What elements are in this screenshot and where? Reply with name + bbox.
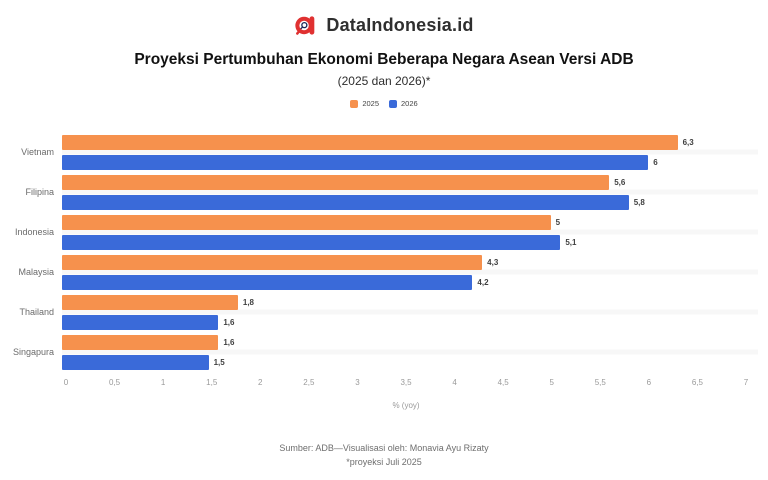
bar-thailand-2026[interactable]: [62, 314, 219, 330]
x-tick-label: 1: [160, 378, 166, 387]
source-credit: Sumber: ADB—Visualisasi oleh: Monavia Ay…: [279, 443, 489, 453]
x-axis: 0 0,5 1 1,5 2 2,5 3 3,5 4 4,5 5 5,5 6 6,5 7: [63, 378, 749, 392]
value-label: 1,5: [213, 357, 225, 367]
bar-line-2025: 4,3: [62, 254, 746, 270]
row-plot-area: 1,6 1,5: [62, 332, 758, 372]
row-gridline: [62, 189, 758, 195]
x-tick-label: 2,5: [303, 378, 315, 387]
bar-vietnam-2025[interactable]: [62, 134, 678, 150]
legend-item-2025[interactable]: 2025: [350, 99, 379, 108]
row-gridline: [62, 349, 758, 355]
row-gridline: [62, 149, 758, 155]
bar-singapura-2025[interactable]: [62, 334, 219, 350]
x-tick-label: 2: [258, 378, 263, 387]
category-label: Vietnam: [21, 147, 54, 157]
x-tick-label: 0: [63, 378, 69, 387]
bar-singapura-2026[interactable]: [62, 354, 209, 370]
chart-subtitle: (2025 dan 2026)*: [337, 74, 431, 88]
x-tick-label: 7: [743, 378, 749, 387]
value-label: 5,8: [633, 197, 645, 207]
x-tick-label: 3: [355, 378, 360, 387]
bar-line-2025: 1,6: [62, 334, 746, 350]
bar-row-malaysia: Malaysia 4,3 4,2: [0, 252, 768, 292]
bar-line-2025: 5,6: [62, 174, 746, 190]
bar-row-filipina: Filipina 5,6 5,8: [0, 172, 768, 212]
row-plot-area: 6,3 6: [62, 132, 758, 172]
bar-line-2025: 5: [62, 214, 746, 230]
x-tick-label: 4: [452, 378, 457, 387]
bar-line-2026: 6: [62, 154, 746, 170]
bar-chart: Vietnam 6,3 6 Filipina 5,6 5,8 Indonesia 5 5,1 Ma…: [0, 132, 768, 372]
row-plot-area: 1,8 1,6: [62, 292, 758, 332]
legend-item-2026[interactable]: 2026: [389, 99, 418, 108]
bar-row-singapura: Singapura 1,6 1,5: [0, 332, 768, 372]
bar-indonesia-2025[interactable]: [62, 214, 551, 230]
row-plot-area: 4,3 4,2: [62, 252, 758, 292]
bar-line-2025: 1,8: [62, 294, 746, 310]
bar-indonesia-2026[interactable]: [62, 234, 561, 250]
chart-footer: Sumber: ADB—Visualisasi oleh: Monavia Ay…: [0, 441, 768, 469]
chart-legend: 2025 2026: [0, 99, 768, 108]
legend-swatch-2026: [389, 99, 397, 108]
value-label: 4,2: [477, 277, 489, 287]
bar-thailand-2025[interactable]: [62, 294, 238, 310]
bar-line-2026: 1,5: [62, 354, 746, 370]
legend-label: 2026: [401, 99, 418, 108]
category-label: Singapura: [12, 347, 54, 357]
x-tick-label: 3,5: [400, 378, 412, 387]
value-label: 4,3: [487, 257, 499, 267]
bar-row-vietnam: Vietnam 6,3 6: [0, 132, 768, 172]
bar-filipina-2026[interactable]: [62, 194, 629, 210]
legend-swatch-2025: [350, 99, 359, 108]
x-tick-label: 6,5: [691, 378, 703, 387]
value-label: 1,6: [223, 317, 235, 327]
bar-malaysia-2025[interactable]: [62, 254, 483, 270]
x-tick-label: 0,5: [109, 378, 121, 387]
brand-name: DataIndonesia.id: [326, 15, 474, 35]
value-label: 1,8: [242, 297, 254, 307]
bar-malaysia-2026[interactable]: [62, 274, 473, 290]
bar-row-thailand: Thailand 1,8 1,6: [0, 292, 768, 332]
bar-line-2026: 4,2: [62, 274, 746, 290]
row-plot-area: 5,6 5,8: [62, 172, 758, 212]
x-axis-label: % (yoy): [392, 401, 420, 410]
dataindonesia-logo-icon: [294, 14, 317, 37]
value-label: 6,3: [682, 137, 694, 147]
x-tick-label: 5,5: [594, 378, 606, 387]
brand-header: DataIndonesia.id: [0, 14, 768, 37]
row-gridline: [62, 229, 758, 235]
category-label: Filipina: [25, 187, 54, 197]
bar-filipina-2025[interactable]: [62, 174, 610, 190]
category-label: Thailand: [19, 307, 54, 317]
row-gridline: [62, 269, 758, 275]
value-label: 6: [653, 157, 658, 167]
row-plot-area: 5 5,1: [62, 212, 758, 252]
value-label: 1,6: [223, 337, 235, 347]
bar-vietnam-2026[interactable]: [62, 154, 649, 170]
bar-row-indonesia: Indonesia 5 5,1: [0, 212, 768, 252]
x-tick-label: 1,5: [206, 378, 218, 387]
x-tick-label: 5: [549, 378, 554, 387]
category-label: Indonesia: [14, 227, 54, 237]
x-tick-label: 6: [646, 378, 652, 387]
category-label: Malaysia: [18, 267, 54, 277]
row-gridline: [62, 309, 758, 315]
x-tick-label: 4,5: [497, 378, 509, 387]
bar-line-2026: 5,8: [62, 194, 746, 210]
value-label: 5,1: [565, 237, 577, 247]
bar-line-2025: 6,3: [62, 134, 746, 150]
footnote: *proyeksi Juli 2025: [346, 457, 422, 467]
legend-label: 2025: [362, 99, 379, 108]
chart-title: Proyeksi Pertumbuhan Ekonomi Beberapa Ne…: [134, 51, 634, 68]
bar-line-2026: 1,6: [62, 314, 746, 330]
value-label: 5: [555, 217, 561, 227]
value-label: 5,6: [614, 177, 626, 187]
bar-line-2026: 5,1: [62, 234, 746, 250]
